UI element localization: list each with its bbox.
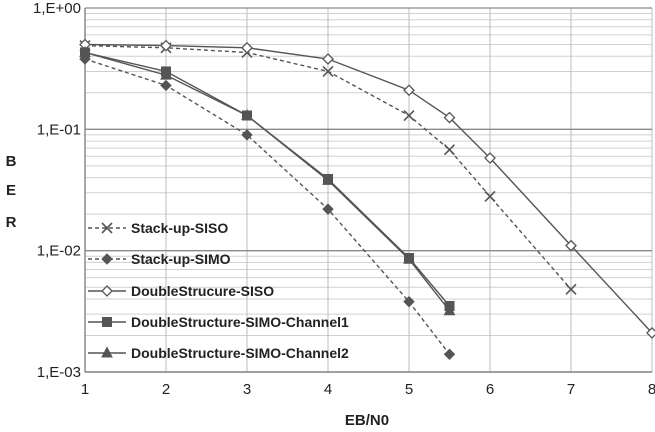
data-point [322, 65, 334, 78]
data-point [403, 295, 415, 308]
legend: Stack-up-SISO Stack-up-SIMO DoubleStrucure… [88, 220, 349, 361]
legend-label: Stack-up-SISO [131, 220, 228, 236]
series-line [84, 44, 572, 290]
x-axis-title: EB/N0 [345, 412, 389, 429]
data-point [101, 346, 113, 358]
data-point [565, 239, 577, 252]
data-point [565, 283, 577, 295]
legend-item: DoubleStructure-SIMO-Channel2 [88, 345, 349, 361]
data-point [443, 348, 456, 360]
series-doublestrucure-siso [79, 38, 655, 339]
data-point [403, 109, 415, 122]
x-tick-label: 6 [486, 381, 494, 398]
data-point [101, 285, 113, 297]
legend-label: DoubleStructure-SIMO-Channel2 [131, 345, 349, 361]
legend-item: Stack-up-SIMO [88, 251, 231, 267]
data-point [443, 144, 456, 156]
y-axis-title-letter: B [6, 153, 17, 170]
data-point [322, 173, 334, 185]
data-point [484, 190, 496, 202]
x-tick-label: 8 [648, 381, 655, 398]
data-point [79, 45, 91, 57]
data-point [646, 326, 655, 339]
data-point [322, 203, 334, 215]
legend-label: Stack-up-SIMO [131, 251, 231, 267]
y-axis-title-letter: R [6, 214, 17, 231]
x-tick-label: 1 [81, 381, 89, 398]
data-point [443, 111, 456, 124]
legend-item: DoubleStrucure-SISO [88, 283, 274, 299]
data-point [241, 129, 253, 141]
series-line [84, 51, 451, 312]
data-point [160, 79, 172, 92]
data-point [322, 53, 334, 65]
y-tick-label: 1,E-02 [37, 243, 81, 260]
legend-label: DoubleStrucure-SISO [131, 283, 274, 299]
legend-item: DoubleStructure-SIMO-Channel1 [88, 314, 349, 330]
data-point [403, 84, 415, 97]
legend-label: DoubleStructure-SIMO-Channel1 [131, 314, 349, 330]
legend-item: Stack-up-SISO [88, 220, 228, 236]
y-tick-label: 1,E+00 [33, 0, 81, 17]
series-line [84, 58, 451, 355]
data-point [160, 68, 172, 80]
x-tick-label: 3 [243, 381, 251, 398]
x-tick-label: 4 [324, 381, 332, 398]
x-tick-label: 2 [162, 381, 170, 398]
plot-area [85, 8, 652, 372]
series-doublestructure-simo-channel2 [79, 45, 456, 316]
y-tick-label: 1,E-03 [37, 364, 81, 381]
data-point [102, 317, 112, 327]
data-point [241, 108, 253, 121]
data-point [101, 253, 113, 265]
data-point [484, 152, 496, 164]
x-tick-label: 7 [567, 381, 575, 398]
y-tick-label: 1,E-01 [37, 121, 81, 138]
data-point [241, 41, 253, 54]
data-point [443, 304, 456, 316]
y-axis-title-letter: E [6, 182, 16, 199]
data-point [160, 39, 172, 52]
data-point [403, 252, 415, 264]
data-point [101, 222, 113, 234]
x-tick-label: 5 [405, 381, 413, 398]
series-stack-up-simo [79, 53, 456, 360]
